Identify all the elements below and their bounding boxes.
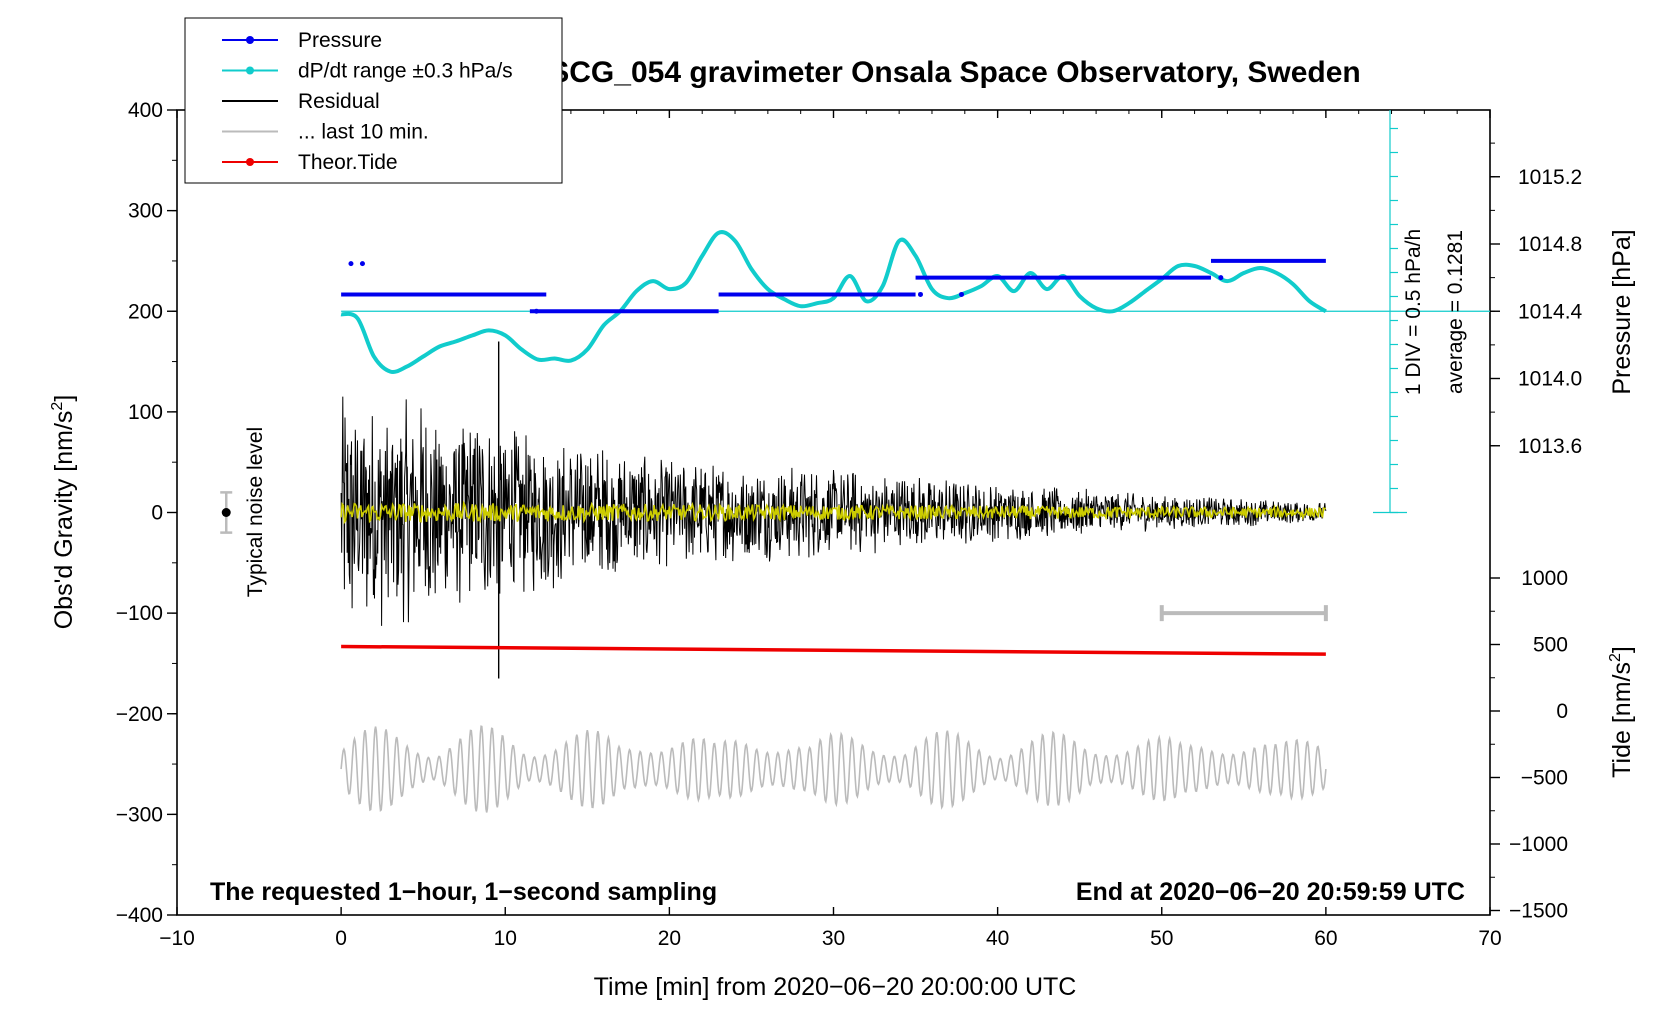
residual-smoothed-trace <box>340 500 1327 525</box>
legend-label: Theor.Tide <box>298 151 398 174</box>
pressure-point <box>959 291 965 297</box>
tide-tick-label: 500 <box>1533 634 1568 657</box>
y-tick-label: 300 <box>128 200 163 223</box>
footer-right-note: End at 2020−06−20 20:59:59 UTC <box>1076 878 1465 906</box>
legend-marker <box>246 158 254 166</box>
x-tick-label: −10 <box>159 927 195 950</box>
legend-marker <box>246 66 254 75</box>
chart-title: SCG_054 gravimeter Onsala Space Observat… <box>549 56 1361 89</box>
legend-label: Residual <box>298 90 380 113</box>
pressure-tick-label: 1013.6 <box>1518 435 1582 458</box>
x-tick-label: 20 <box>658 927 681 950</box>
div-label: 1 DIV = 0.5 hPa/h <box>1402 229 1425 395</box>
average-label: average = 0.1281 <box>1444 230 1467 394</box>
y-tick-label: 100 <box>128 401 163 424</box>
axis-ticks: −10 0 10 20 30 40 50 60 704003002001000−100−200−… <box>116 99 1583 950</box>
svg-text:average = 0.1281: average = 0.1281 <box>1444 230 1467 394</box>
legend-label: Pressure <box>298 29 382 52</box>
residual-layer <box>340 341 1327 679</box>
svg-text:Obs'd Gravity [nm/s2]: Obs'd Gravity [nm/s2] <box>49 395 78 630</box>
tide-layer <box>341 644 1326 656</box>
y-tick-label: −400 <box>116 904 163 927</box>
pressure-point <box>533 308 539 314</box>
y-axis-label-tide: Tide [nm/s2] <box>1607 646 1636 778</box>
dpdt-curve <box>340 230 1327 374</box>
svg-text:Tide [nm/s2]: Tide [nm/s2] <box>1607 646 1636 778</box>
x-tick-label: 0 <box>335 927 347 950</box>
y-axis-label-pressure: Pressure [hPa] <box>1608 229 1636 394</box>
y-axis-label-left-sup: 2 <box>49 402 66 411</box>
footer-left-note: The requested 1−hour, 1−second sampling <box>210 878 717 906</box>
noise-level-label: Typical noise level <box>244 427 267 597</box>
y-tick-label: −200 <box>116 703 163 726</box>
tide-tick-label: −1500 <box>1509 900 1568 923</box>
x-tick-label: 10 <box>494 927 517 950</box>
tide-tick-label: 1000 <box>1521 567 1568 590</box>
tide-tick-label: −500 <box>1521 767 1568 790</box>
y-axis-label-tide-main: Tide [nm/s <box>1608 662 1636 778</box>
tide-tick-label: 0 <box>1556 700 1568 723</box>
noise-level-dot <box>221 508 231 517</box>
svg-text:Pressure [hPa]: Pressure [hPa] <box>1608 229 1636 394</box>
annotations-layer <box>220 491 1328 622</box>
legend: Pressure dP/dt range ±0.3 hPa/s Residual..… <box>184 17 563 184</box>
svg-text:Typical noise level: Typical noise level <box>244 427 267 597</box>
y-axis-label-left-main: Obs'd Gravity [nm/s <box>50 411 78 630</box>
seismic-trace-layer <box>340 725 1327 813</box>
pressure-tick-label: 1014.8 <box>1518 233 1582 256</box>
legend-label: ... last 10 min. <box>298 121 429 144</box>
pressure-tick-label: 1014.4 <box>1518 300 1583 323</box>
y-axis-label-tide-sup: 2 <box>1607 653 1624 662</box>
pressure-point <box>1218 275 1224 281</box>
seismic-trace <box>340 725 1327 813</box>
pressure-point <box>348 261 354 267</box>
x-tick-label: 30 <box>822 927 845 950</box>
x-tick-label: 50 <box>1150 927 1173 950</box>
legend-marker <box>246 36 254 44</box>
tide-tick-label: −1000 <box>1509 833 1568 856</box>
x-tick-label: 40 <box>986 927 1009 950</box>
tide-line <box>341 644 1326 656</box>
pressure-layer <box>341 258 1326 314</box>
x-tick-label: 60 <box>1314 927 1337 950</box>
svg-text:1 DIV = 0.5 hPa/h: 1 DIV = 0.5 hPa/h <box>1402 229 1425 395</box>
y-axis-label-left: Obs'd Gravity [nm/s2] <box>49 395 78 630</box>
x-axis-label: Time [min] from 2020−06−20 20:00:00 UTC <box>594 973 1077 1001</box>
pressure-tick-label: 1015.2 <box>1518 166 1582 189</box>
pressure-tick-label: 1014.0 <box>1518 368 1582 391</box>
y-axis-label-left-end: ] <box>50 395 78 402</box>
legend-label: dP/dt range ±0.3 hPa/s <box>298 60 513 83</box>
pressure-point <box>917 291 923 297</box>
y-tick-label: 200 <box>128 300 163 323</box>
residual-trace <box>340 396 1327 626</box>
x-tick-label: 70 <box>1478 927 1501 950</box>
y-tick-label: −300 <box>116 803 163 826</box>
y-tick-label: 400 <box>128 99 163 122</box>
pressure-point <box>359 261 365 267</box>
y-tick-label: 0 <box>151 502 163 525</box>
y-tick-label: −100 <box>116 602 163 625</box>
y-axis-label-tide-end: ] <box>1608 646 1636 653</box>
